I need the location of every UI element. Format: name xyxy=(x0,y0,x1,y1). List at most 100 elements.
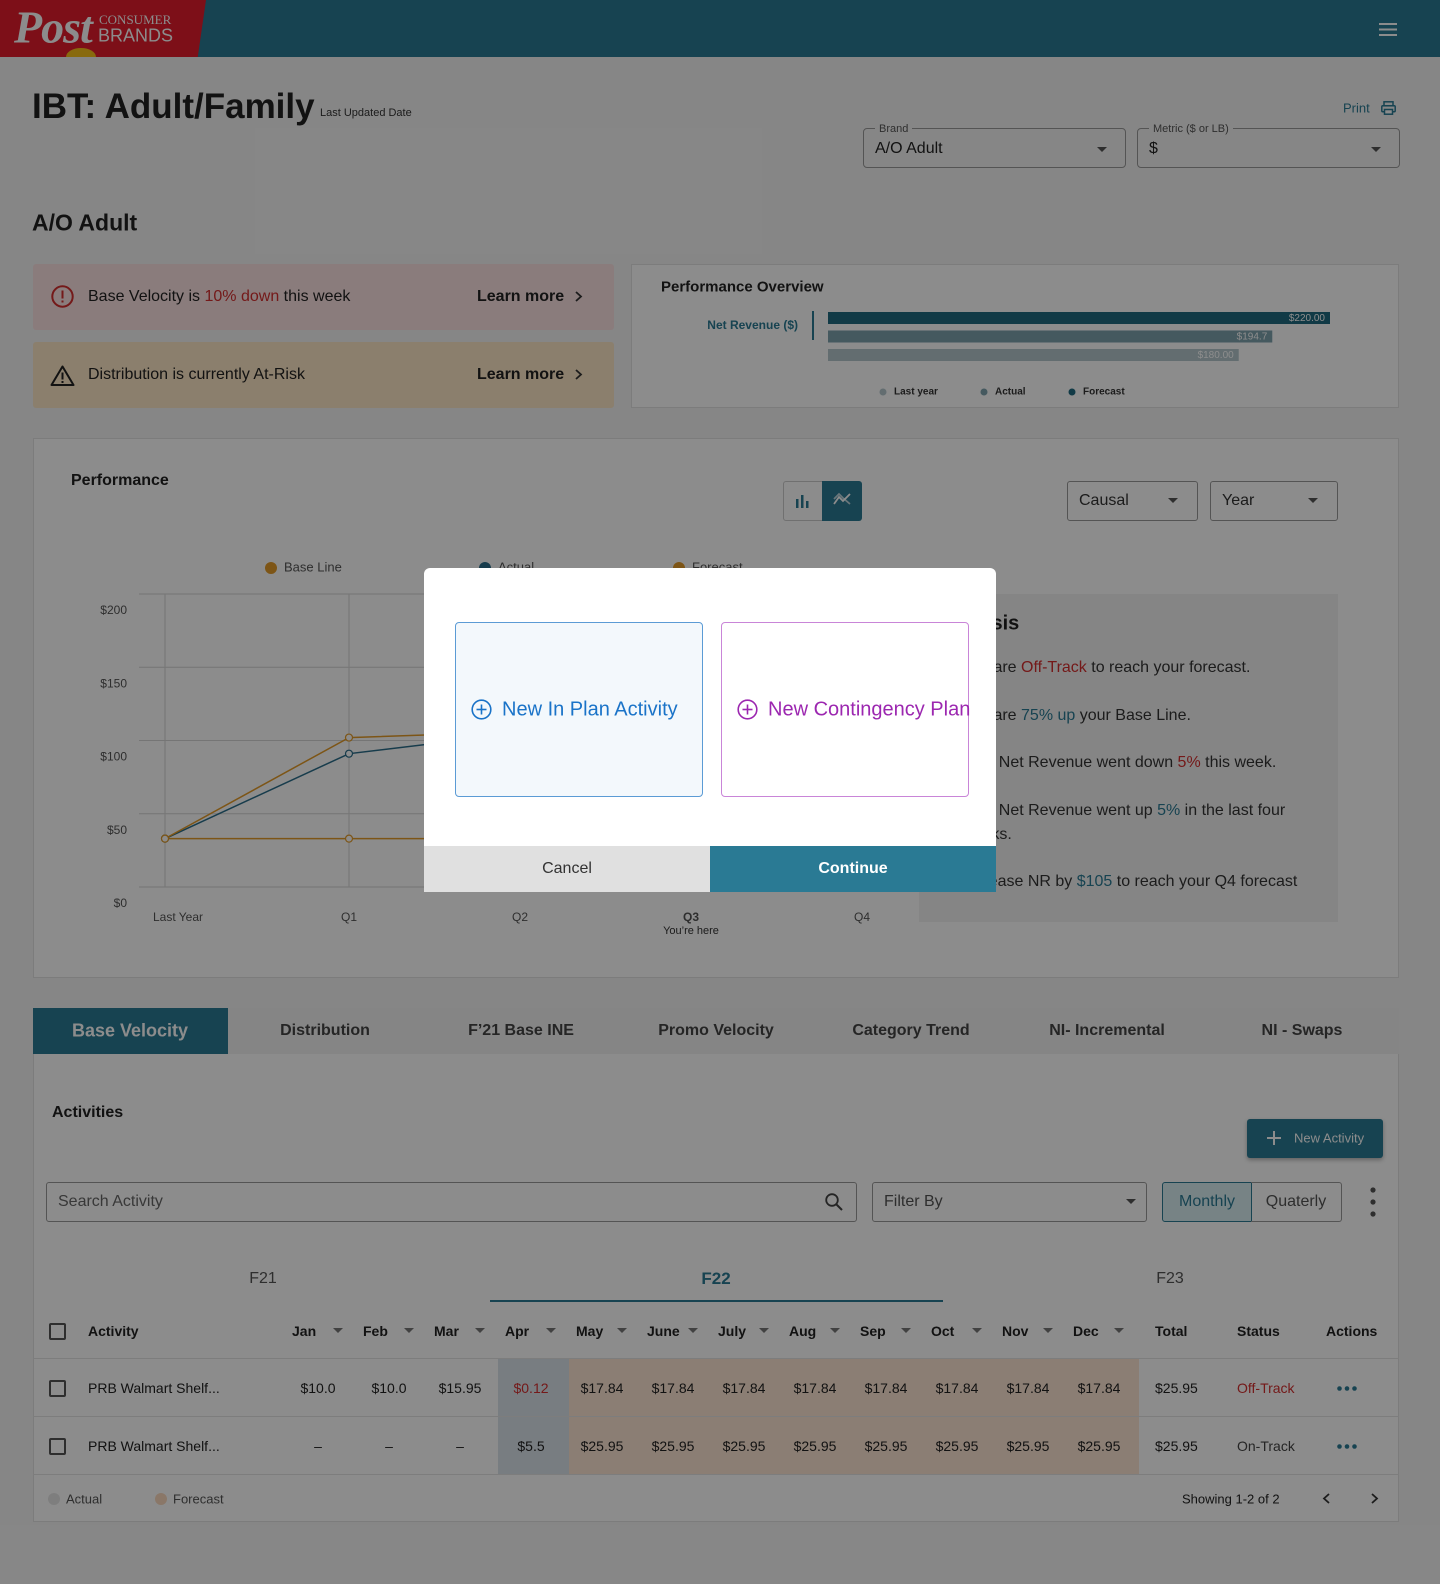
tab: Distribution xyxy=(280,1022,370,1039)
row-actions-part xyxy=(1344,1444,1350,1449)
legend-label: Base Line xyxy=(284,559,342,574)
select-box[interactable] xyxy=(1210,481,1338,521)
legend-label: Forecast xyxy=(173,1491,224,1507)
print-icon-part xyxy=(1383,108,1394,115)
search-icon-part xyxy=(825,1193,839,1207)
plus-icon xyxy=(1267,1131,1281,1145)
column-header: Actions xyxy=(1326,1323,1378,1339)
tab-active[interactable] xyxy=(33,1008,228,1054)
analysis-line-part: 5% xyxy=(1177,754,1201,771)
sort-arrow-part xyxy=(901,1328,911,1333)
legend-dot xyxy=(879,388,887,396)
analysis-line: Your Net Revenue went down 5% this week. xyxy=(962,751,1302,775)
continue-button[interactable] xyxy=(710,846,996,892)
last-updated: Last Updated Date xyxy=(320,107,412,119)
sort-arrow xyxy=(759,1328,769,1333)
row-actions xyxy=(1337,1386,1357,1391)
column-header: Aug xyxy=(789,1323,817,1339)
sort-arrow xyxy=(688,1328,698,1333)
filter-box[interactable] xyxy=(872,1182,1147,1222)
analysis-line-part: $105 xyxy=(1076,873,1113,890)
checkbox[interactable] xyxy=(49,1380,66,1397)
column-header: Dec xyxy=(1073,1323,1099,1339)
cell: $17.84 xyxy=(1006,1380,1050,1396)
y-tick-label: $100 xyxy=(100,750,127,764)
learn-more: Learn more xyxy=(477,366,565,383)
warning-icon-part xyxy=(50,365,75,386)
sort-arrow xyxy=(404,1328,414,1333)
checkbox[interactable] xyxy=(49,1438,66,1455)
analysis-line-part: 5% xyxy=(1157,802,1181,819)
line-chart-icon-part xyxy=(833,492,851,505)
cell: – xyxy=(385,1438,393,1454)
cell: $25.95 xyxy=(1155,1438,1198,1454)
data-point xyxy=(344,749,354,758)
x-tick-label: Q2 xyxy=(512,910,528,924)
row-divider xyxy=(33,1358,1399,1359)
y-tick-label: $150 xyxy=(100,676,127,690)
cell: PRB Walmart Shelf... xyxy=(88,1380,220,1396)
cell: $25.95 xyxy=(1077,1438,1121,1454)
sort-arrow-part xyxy=(617,1328,627,1333)
alert-icon xyxy=(51,285,74,308)
dropdown-arrow-part xyxy=(1168,498,1178,503)
cell: $25.95 xyxy=(722,1438,766,1454)
cell: $15.95 xyxy=(438,1380,482,1396)
toggle-label: Monthly xyxy=(1178,1193,1236,1210)
legend-label: Actual xyxy=(995,387,1026,398)
sort-arrow-part xyxy=(688,1328,698,1333)
section-title: A/O Adult xyxy=(32,209,138,236)
cell: $25.95 xyxy=(580,1438,624,1454)
modal-option[interactable] xyxy=(455,622,703,797)
analysis-line-part: Your Net Revenue went down xyxy=(962,754,1178,771)
sort-arrow-part xyxy=(404,1328,414,1333)
cell: $17.84 xyxy=(580,1380,624,1396)
toggle-quarterly[interactable] xyxy=(1251,1182,1342,1222)
checkbox[interactable] xyxy=(49,1323,66,1340)
alert-icon-part xyxy=(51,285,74,308)
cell: – xyxy=(314,1438,322,1454)
search-box[interactable] xyxy=(46,1182,857,1222)
chevron-right xyxy=(575,291,583,302)
select-value: Year xyxy=(1222,492,1255,509)
sort-arrow-part xyxy=(1043,1328,1053,1333)
cell: $17.84 xyxy=(793,1380,837,1396)
sort-arrow xyxy=(617,1328,627,1333)
print-icon xyxy=(1381,101,1396,115)
warning-icon xyxy=(50,365,75,386)
add-circle-icon-part xyxy=(737,699,758,720)
dropdown-arrow-part xyxy=(1126,1199,1136,1204)
cell: $17.84 xyxy=(1077,1380,1121,1396)
column-header: Nov xyxy=(1002,1323,1029,1339)
select-box[interactable] xyxy=(863,128,1126,168)
continue-label: Continue xyxy=(818,860,888,877)
page-prev-part xyxy=(1322,1493,1330,1504)
pagination-text: Showing 1-2 of 2 xyxy=(1182,1491,1280,1507)
new-activity-label: New Activity xyxy=(1294,1130,1365,1146)
search-icon xyxy=(825,1193,843,1211)
modal-option[interactable] xyxy=(721,622,969,797)
y-tick-label: $0 xyxy=(114,896,128,910)
dropdown-arrow xyxy=(1371,147,1381,152)
chevron-right-part xyxy=(575,291,583,302)
add-circle-icon-part xyxy=(471,699,492,720)
row-divider xyxy=(33,1416,1399,1417)
search-icon-part xyxy=(835,1203,843,1211)
select-box[interactable] xyxy=(1067,481,1198,521)
cell: $25.95 xyxy=(1006,1438,1050,1454)
x-tick-label: Q1 xyxy=(341,910,357,924)
sort-arrow xyxy=(901,1328,911,1333)
sort-arrow xyxy=(333,1328,343,1333)
cell: $5.5 xyxy=(517,1438,545,1454)
dropdown-arrow xyxy=(1097,147,1107,152)
sort-arrow xyxy=(972,1328,982,1333)
analysis-line-part: this week. xyxy=(1200,754,1277,771)
row-actions-part xyxy=(1352,1386,1357,1391)
dropdown-arrow-part xyxy=(1308,498,1318,503)
cell: $25.95 xyxy=(793,1438,837,1454)
row-actions-part xyxy=(1344,1386,1350,1391)
toggle-monthly[interactable] xyxy=(1162,1182,1252,1222)
cell: Off-Track xyxy=(1237,1380,1295,1396)
activities-title: Activities xyxy=(52,1104,124,1121)
cancel-button[interactable] xyxy=(424,846,710,892)
